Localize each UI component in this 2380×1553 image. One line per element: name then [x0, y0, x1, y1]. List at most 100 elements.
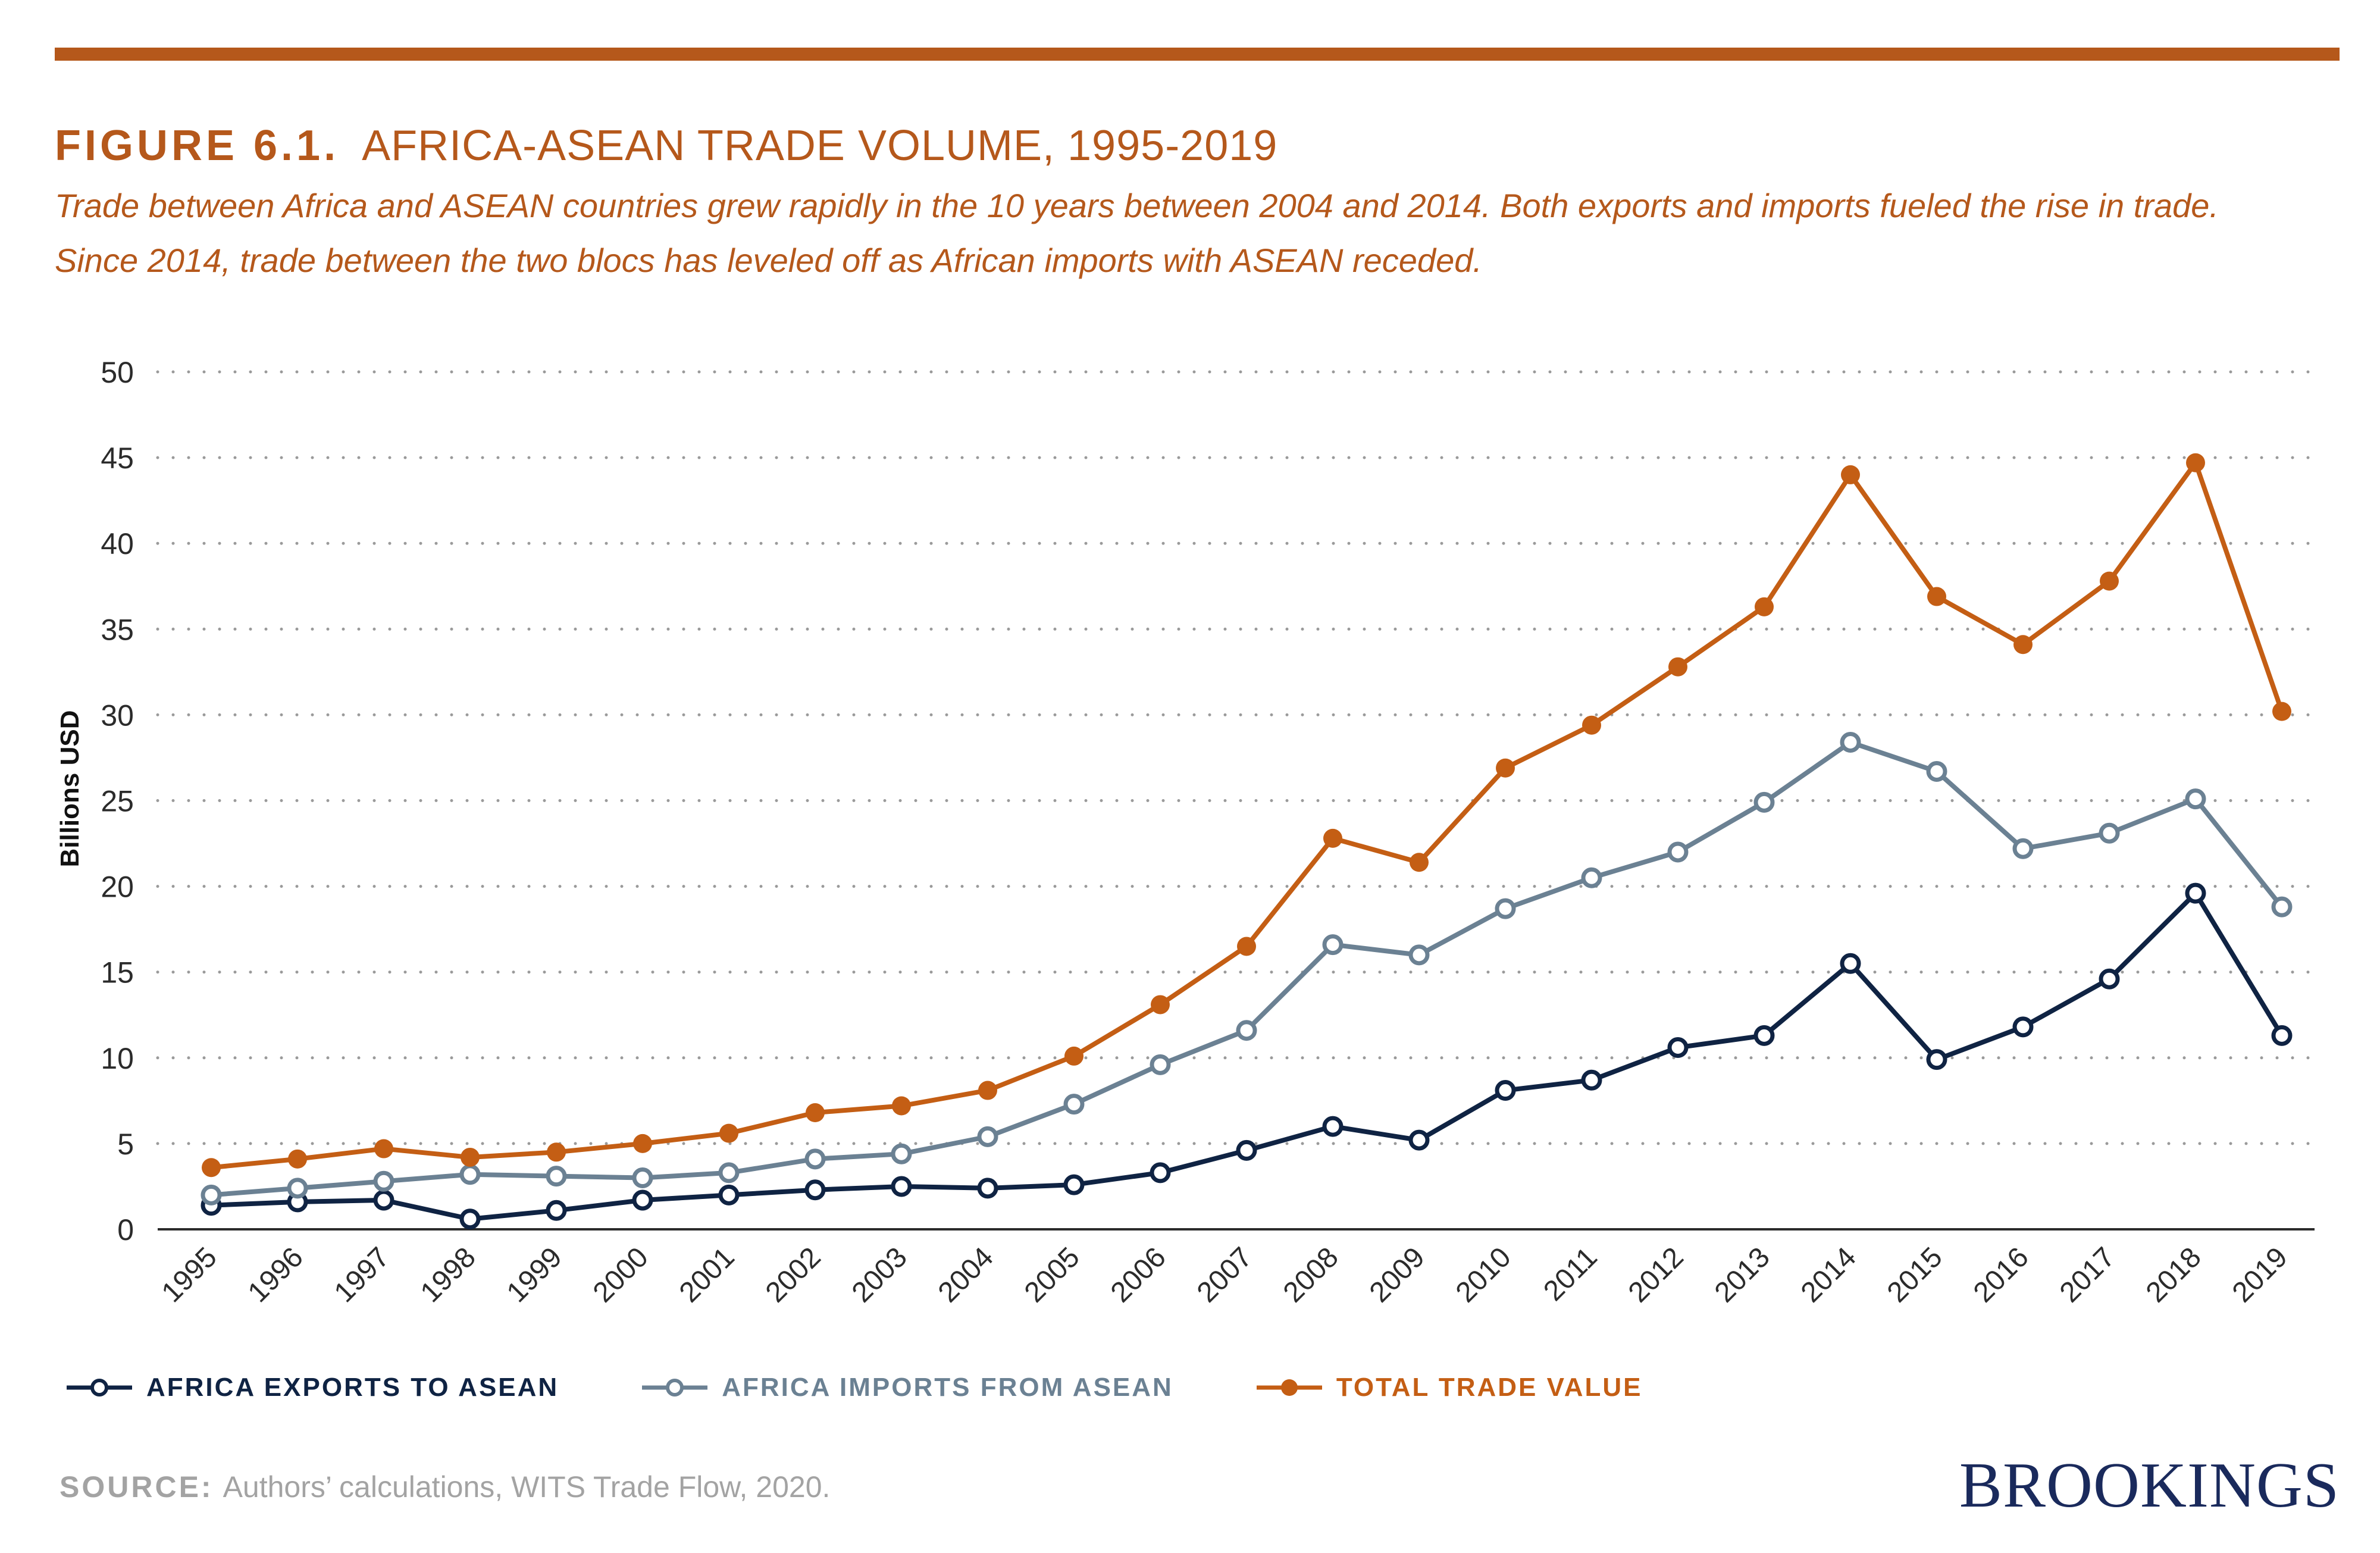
data-point	[2013, 635, 2033, 655]
data-point	[718, 1184, 740, 1206]
legend-label-exports: AFRICA EXPORTS TO ASEAN	[146, 1373, 559, 1402]
figure-subtitle: Trade between Africa and ASEAN countries…	[55, 187, 2219, 279]
data-point	[1582, 715, 1601, 735]
data-point	[1581, 1069, 1602, 1091]
data-point	[459, 1208, 481, 1230]
data-point	[1581, 867, 1602, 888]
data-point	[1063, 1174, 1085, 1195]
data-point	[2185, 882, 2206, 904]
x-tick-label: 2008	[1277, 1241, 1345, 1308]
x-tick-label: 2017	[2054, 1241, 2121, 1308]
data-point	[1410, 853, 1429, 872]
data-point	[1236, 1020, 1257, 1041]
series-line-2	[209, 460, 2284, 1170]
x-tick-label: 2014	[1795, 1241, 1862, 1308]
data-point	[2185, 788, 2206, 810]
data-point	[1322, 934, 1344, 956]
data-point	[1840, 732, 1861, 753]
data-point	[978, 1081, 997, 1100]
x-tick-label: 2019	[2226, 1241, 2294, 1308]
data-point	[2012, 1016, 2034, 1038]
data-point	[1926, 1049, 1947, 1070]
x-tick-label: 2002	[760, 1241, 827, 1308]
data-point	[546, 1200, 567, 1221]
x-tick-label: 2009	[1364, 1241, 1431, 1308]
legend-swatch-exports	[67, 1379, 132, 1397]
figure-label: FIGURE 6.1.	[55, 122, 340, 170]
data-point	[891, 1143, 912, 1164]
figure-title: FIGURE 6.1. AFRICA-ASEAN TRADE VOLUME, 1…	[55, 119, 1277, 173]
data-point	[1668, 657, 1687, 677]
x-tick-label: 2000	[587, 1241, 654, 1308]
data-point	[1496, 758, 1515, 778]
data-point	[1841, 465, 1860, 484]
legend-swatch-imports	[642, 1379, 708, 1397]
data-point	[2271, 1025, 2293, 1046]
x-tick-label: 1998	[415, 1241, 482, 1308]
data-point	[374, 1139, 393, 1159]
data-point	[1408, 944, 1430, 966]
data-point	[1755, 597, 1774, 616]
x-tick-label: 2001	[674, 1241, 741, 1308]
y-tick-label: 0	[117, 1213, 134, 1247]
x-tick-label: 2010	[1450, 1241, 1517, 1308]
data-point	[632, 1167, 653, 1189]
data-point	[1495, 898, 1516, 919]
data-point	[2272, 702, 2291, 721]
y-tick-label: 45	[101, 442, 134, 475]
data-point	[373, 1170, 394, 1192]
x-tick-label: 2011	[1537, 1241, 1603, 1307]
legend-label-total: TOTAL TRADE VALUE	[1336, 1373, 1643, 1402]
data-point	[2099, 968, 2120, 990]
data-point	[1150, 1162, 1171, 1183]
x-tick-label: 2016	[1968, 1241, 2035, 1308]
data-point	[804, 1179, 826, 1201]
data-point	[373, 1189, 394, 1211]
data-point	[459, 1164, 481, 1185]
data-point	[1063, 1094, 1085, 1115]
data-point	[2012, 838, 2034, 859]
data-point	[1150, 1054, 1171, 1075]
y-tick-label: 40	[101, 527, 134, 561]
data-point	[1840, 953, 1861, 974]
legend-item-exports: AFRICA EXPORTS TO ASEAN	[67, 1373, 559, 1402]
top-accent-rule	[55, 48, 2340, 61]
data-point	[1236, 1139, 1257, 1161]
data-point	[806, 1103, 825, 1123]
source-text: Authors’ calculations, WITS Trade Flow, …	[223, 1470, 831, 1504]
y-tick-label: 30	[101, 699, 134, 732]
y-tick-label: 50	[101, 356, 134, 389]
data-point	[1408, 1129, 1430, 1151]
data-point	[892, 1096, 911, 1116]
y-tick-label: 15	[101, 956, 134, 990]
legend-item-imports: AFRICA IMPORTS FROM ASEAN	[642, 1373, 1173, 1402]
data-point	[632, 1189, 653, 1211]
data-point	[633, 1134, 652, 1153]
x-tick-label: 2018	[2140, 1241, 2207, 1308]
data-point	[547, 1142, 566, 1162]
x-tick-label: 2005	[1019, 1241, 1086, 1308]
x-tick-label: 2007	[1191, 1241, 1258, 1308]
y-tick-label: 25	[101, 785, 134, 818]
brookings-logo: BROOKINGS	[1959, 1450, 2340, 1521]
data-point	[287, 1178, 308, 1199]
x-tick-label: 2012	[1623, 1241, 1690, 1308]
data-point	[719, 1123, 738, 1143]
y-tick-label: 10	[101, 1042, 134, 1075]
legend-swatch-total	[1256, 1379, 1322, 1396]
source-note: SOURCE: Authors’ calculations, WITS Trade…	[60, 1470, 830, 1504]
y-tick-label: 5	[117, 1128, 134, 1161]
data-point	[461, 1147, 480, 1167]
data-point	[1753, 791, 1775, 813]
data-point	[201, 1184, 222, 1206]
y-axis-label: Billions USD	[55, 710, 84, 867]
data-point	[1323, 828, 1342, 848]
data-point	[2271, 896, 2293, 918]
x-tick-label: 1999	[501, 1241, 568, 1308]
x-tick-label: 2003	[846, 1241, 913, 1308]
data-point	[202, 1158, 221, 1178]
y-tick-label: 35	[101, 613, 134, 646]
data-point	[1667, 841, 1689, 863]
data-point	[2186, 453, 2205, 472]
